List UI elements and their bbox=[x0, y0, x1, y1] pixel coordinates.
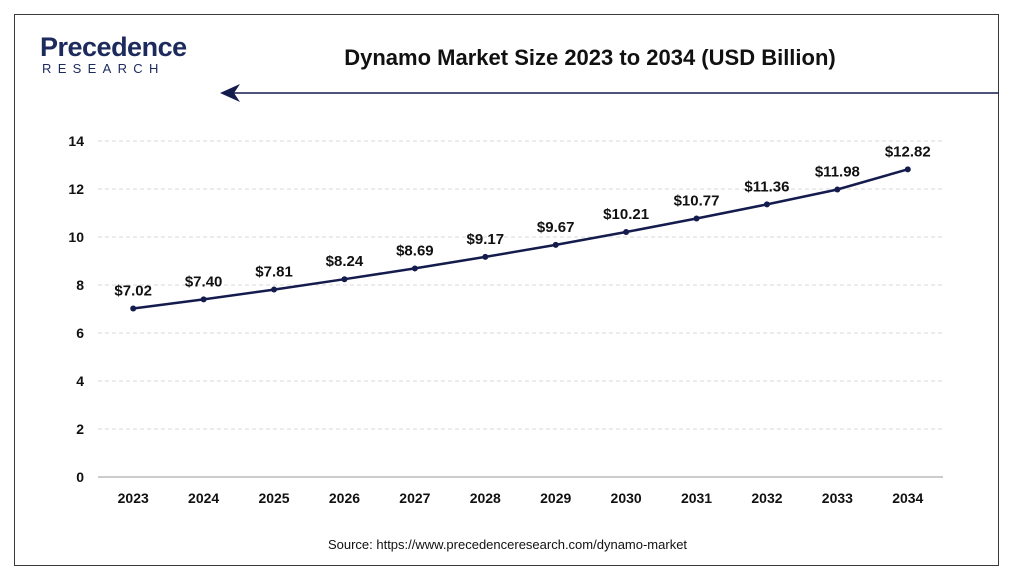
x-tick-label: 2024 bbox=[188, 490, 219, 506]
data-label: $9.17 bbox=[467, 231, 505, 248]
data-label: $7.81 bbox=[255, 264, 293, 281]
data-point bbox=[130, 305, 137, 312]
data-label: $10.21 bbox=[603, 206, 649, 223]
data-points bbox=[130, 166, 911, 312]
x-tick-label: 2034 bbox=[892, 490, 923, 506]
data-label: $10.77 bbox=[674, 193, 720, 210]
x-tick-label: 2030 bbox=[611, 490, 642, 506]
data-label: $11.98 bbox=[815, 163, 860, 180]
data-point bbox=[200, 296, 207, 303]
data-label: $8.69 bbox=[396, 242, 434, 259]
brand-logo: Precedence RESEARCH bbox=[40, 32, 200, 80]
y-axis-ticks: 0 2 4 6 8 10 12 14 bbox=[68, 133, 84, 485]
chart-title: Dynamo Market Size 2023 to 2034 (USD Bil… bbox=[344, 45, 836, 70]
data-point bbox=[552, 241, 559, 248]
data-label: $9.67 bbox=[537, 219, 575, 236]
y-tick-label: 6 bbox=[76, 325, 84, 341]
data-point bbox=[623, 228, 630, 235]
x-tick-label: 2028 bbox=[470, 490, 501, 506]
y-tick-label: 0 bbox=[76, 469, 84, 485]
brand-name: Precedence bbox=[40, 32, 187, 62]
chart-frame bbox=[14, 14, 999, 566]
data-point bbox=[693, 215, 700, 222]
y-tick-label: 8 bbox=[76, 277, 84, 293]
data-label: $12.82 bbox=[885, 143, 931, 160]
data-point bbox=[341, 276, 348, 283]
x-tick-label: 2033 bbox=[822, 490, 853, 506]
data-labels: $7.02 $7.40 $7.81 $8.24 $8.69 $9.17 $9.67 $10.2… bbox=[114, 143, 930, 299]
data-point bbox=[271, 286, 278, 293]
source-note: Source: https://www.precedenceresearch.c… bbox=[327, 537, 688, 552]
data-point bbox=[411, 265, 418, 272]
y-tick-label: 12 bbox=[68, 181, 84, 197]
x-tick-label: 2023 bbox=[118, 490, 149, 506]
x-axis-ticks: 2023 2024 2025 2026 2027 2028 2029 2030 2031 2032… bbox=[118, 490, 924, 506]
data-point bbox=[482, 253, 489, 260]
header-arrow-line bbox=[220, 84, 999, 102]
y-tick-label: 2 bbox=[76, 421, 84, 437]
x-tick-label: 2027 bbox=[399, 490, 430, 506]
series-line bbox=[133, 168, 909, 310]
x-tick-label: 2032 bbox=[751, 490, 782, 506]
arrow-left-icon bbox=[220, 84, 240, 102]
data-label: $8.24 bbox=[326, 253, 364, 270]
y-tick-label: 10 bbox=[68, 229, 84, 245]
grid-lines bbox=[98, 140, 943, 478]
y-tick-label: 14 bbox=[68, 133, 84, 149]
data-point bbox=[834, 186, 841, 193]
x-tick-label: 2031 bbox=[681, 490, 712, 506]
series-polyline bbox=[133, 168, 909, 310]
x-tick-label: 2025 bbox=[258, 490, 289, 506]
x-tick-label: 2026 bbox=[329, 490, 360, 506]
x-tick-label: 2029 bbox=[540, 490, 571, 506]
brand-sub: RESEARCH bbox=[42, 61, 165, 76]
data-label: $7.40 bbox=[185, 273, 223, 290]
data-point bbox=[904, 166, 911, 173]
y-tick-label: 4 bbox=[76, 373, 84, 389]
data-label: $7.02 bbox=[114, 283, 152, 300]
data-point bbox=[763, 201, 770, 208]
data-label: $11.36 bbox=[744, 178, 789, 195]
